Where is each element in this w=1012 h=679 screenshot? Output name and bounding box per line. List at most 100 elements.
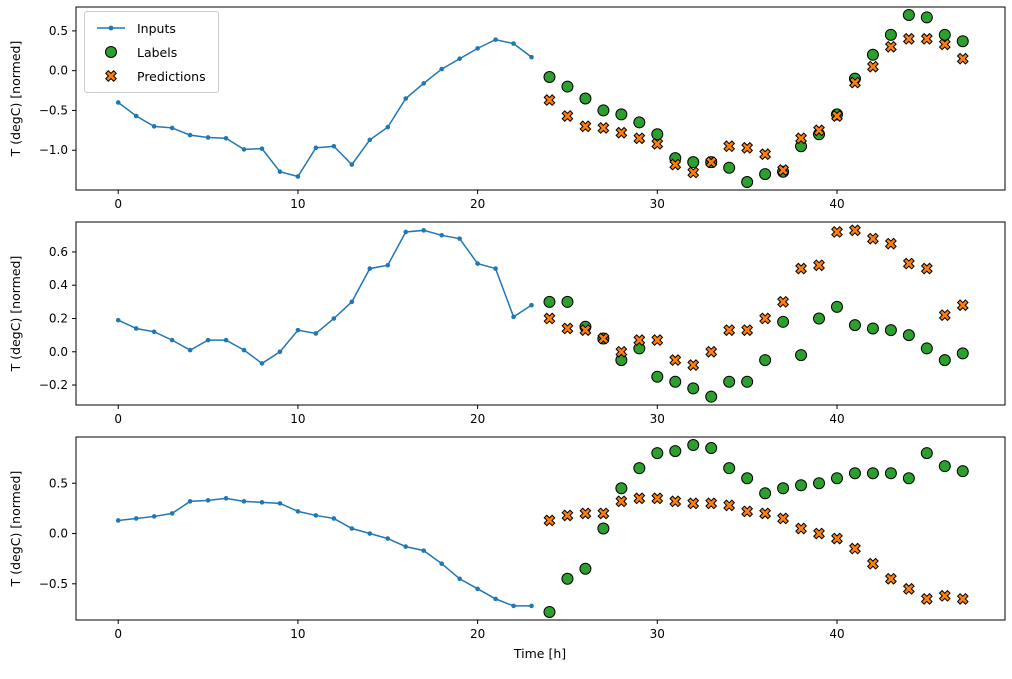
predictions-point <box>902 582 915 595</box>
labels-point <box>920 11 933 24</box>
y-tick-label: 0.6 <box>49 245 68 259</box>
labels-point <box>651 128 664 141</box>
predictions-point <box>705 345 718 358</box>
labels-point <box>705 442 718 455</box>
subplot-1: 0.5 0.0 −0.5 −1.0 0 10 20 30 40 <box>39 6 1006 211</box>
labels-point <box>579 92 592 105</box>
predictions-point <box>543 312 556 325</box>
labels-point <box>920 342 933 355</box>
labels-point <box>651 370 664 383</box>
y-axis-label-bottom: T (degC) [normed] <box>8 471 23 588</box>
inputs-point <box>241 147 247 152</box>
predictions-point <box>938 589 951 602</box>
labels-point <box>723 462 736 475</box>
predictions-point <box>669 495 682 508</box>
predictions-point <box>920 262 933 275</box>
predictions-point <box>884 237 897 250</box>
y-axis-label-top: T (degC) [normed] <box>8 41 23 158</box>
inputs-point <box>151 514 157 519</box>
y-tick-label: 0.4 <box>49 278 68 292</box>
predictions-point <box>849 224 861 237</box>
labels-point <box>938 354 951 367</box>
predictions-point <box>795 262 807 275</box>
axes-frame <box>75 436 1006 621</box>
x-axis-label: Time [h] <box>513 646 566 661</box>
x-tick-label: 30 <box>650 627 665 641</box>
labels-point <box>830 300 843 313</box>
inputs-point <box>421 548 427 553</box>
predictions-point <box>866 60 879 73</box>
inputs-point <box>151 329 157 335</box>
labels-point <box>651 447 664 460</box>
inputs-point <box>403 96 409 101</box>
predictions-point <box>705 156 718 169</box>
labels-point <box>848 319 861 332</box>
x-tick-label: 40 <box>829 197 844 211</box>
labels-point <box>813 477 826 490</box>
predictions-point <box>651 492 664 505</box>
inputs-point <box>205 135 211 140</box>
inputs-point <box>529 603 534 609</box>
inputs-point <box>133 326 139 331</box>
predictions-point <box>543 514 556 527</box>
labels-point <box>615 482 628 495</box>
inputs-point <box>295 509 301 514</box>
inputs-point <box>349 299 355 305</box>
inputs-point <box>259 361 265 366</box>
predictions-point <box>759 148 772 161</box>
legend-item-inputs: Inputs <box>94 19 206 37</box>
y-tick-label: 0.0 <box>49 345 68 359</box>
predictions-point <box>884 40 897 53</box>
inputs-point <box>115 100 121 105</box>
labels-point <box>723 161 736 174</box>
x-tick-label: 0 <box>114 197 122 211</box>
predictions-point <box>813 527 825 540</box>
labels-point <box>902 472 915 485</box>
inputs-point <box>385 536 391 541</box>
inputs-point <box>313 331 319 336</box>
inputs-point <box>475 46 480 51</box>
labels-point <box>615 108 628 121</box>
predictions-point <box>831 110 843 122</box>
labels-point <box>902 329 915 342</box>
predictions-point <box>633 132 646 145</box>
predictions-point <box>831 226 843 238</box>
legend: Inputs Labels Predictions <box>84 11 219 93</box>
x-tick-label: 10 <box>290 627 305 641</box>
predictions-point <box>651 334 664 347</box>
predictions-point <box>902 257 915 270</box>
predictions-point <box>561 110 574 122</box>
inputs-point <box>115 317 121 323</box>
predictions-point <box>723 499 736 512</box>
legend-item-predictions: Predictions <box>94 67 206 85</box>
labels-point <box>884 467 897 480</box>
predictions-point <box>723 140 736 153</box>
labels-point <box>561 80 574 93</box>
labels-circle-marker-icon <box>105 46 117 58</box>
predictions-point <box>597 332 610 345</box>
labels-point <box>543 71 556 84</box>
y-tick-label: 0.0 <box>49 527 68 541</box>
legend-label-labels: Labels <box>137 44 178 60</box>
inputs-point <box>457 576 462 582</box>
inputs-point <box>529 54 534 60</box>
y-tick-label: −0.5 <box>39 103 68 117</box>
labels-point <box>597 522 610 535</box>
inputs-point <box>457 56 462 62</box>
legend-label-inputs: Inputs <box>137 20 176 36</box>
labels-point <box>884 28 897 41</box>
labels-point <box>741 176 754 189</box>
labels-point <box>848 467 861 480</box>
inputs-point <box>439 66 444 72</box>
predictions-point <box>795 522 807 535</box>
labels-point <box>795 479 808 492</box>
inputs-point <box>259 146 265 151</box>
labels-point <box>813 312 826 325</box>
labels-point <box>938 460 951 473</box>
predictions-point <box>687 497 700 510</box>
inputs-point <box>367 531 373 536</box>
labels-point <box>561 295 574 308</box>
inputs-point <box>223 496 229 501</box>
predictions-point <box>938 309 951 322</box>
predictions-point <box>938 38 951 51</box>
